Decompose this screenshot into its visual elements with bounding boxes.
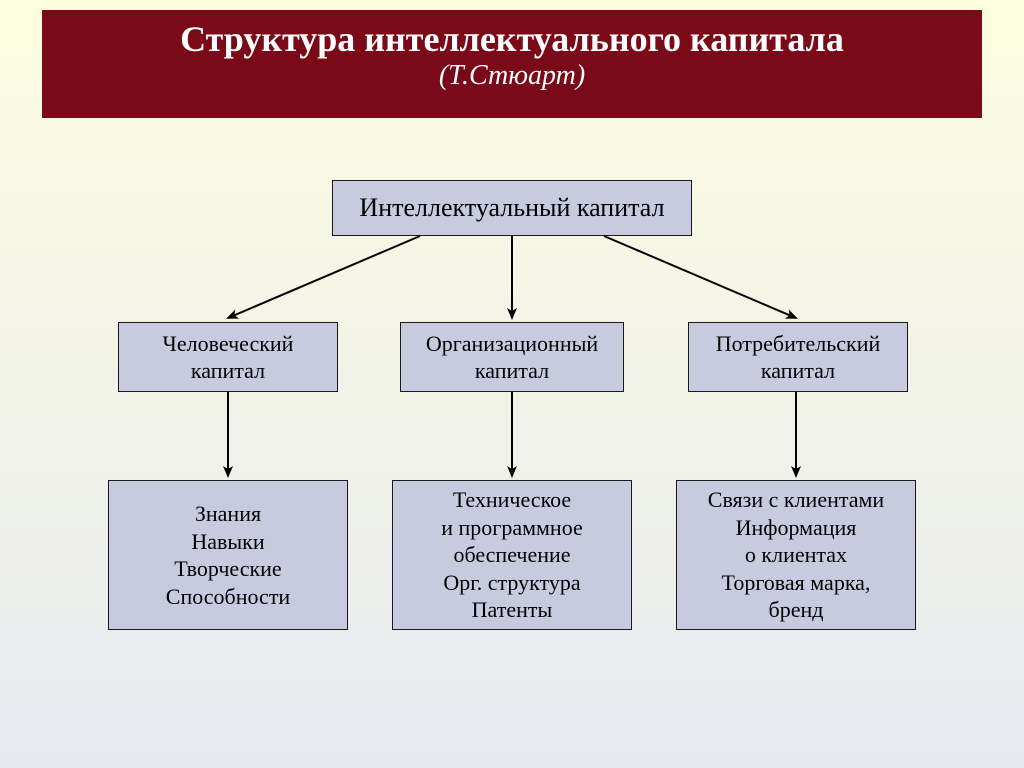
node-text-line: Человеческий [163,330,294,358]
node-text-line: Связи с клиентами [708,486,884,514]
node-text-line: Патенты [472,596,553,624]
node-text-line: Информация [736,514,857,542]
arrow [228,236,420,318]
node-text-line: капитал [191,357,265,385]
node-text-line: Потребительский [716,330,881,358]
node-text-line: и программное [441,514,583,542]
node-text-line: Торговая марка, [722,569,871,597]
slide-header: Структура интеллектуального капитала (Т.… [42,10,982,118]
node-text-line: Организационный [426,330,598,358]
slide-canvas: Структура интеллектуального капитала (Т.… [0,0,1024,768]
node-text-line: бренд [769,596,824,624]
node-consumer: Потребительскийкапитал [688,322,908,392]
node-human: Человеческийкапитал [118,322,338,392]
node-text-line: Знания [195,500,261,528]
node-text-line: Навыки [191,528,264,556]
node-org-detail: Техническоеи программноеобеспечениеОрг. … [392,480,632,630]
slide-subtitle: (Т.Стюарт) [42,60,982,92]
node-root: Интеллектуальный капитал [332,180,692,236]
node-text-line: Техническое [453,486,571,514]
node-text-line: Способности [166,583,290,611]
node-text-line: Творческие [174,555,281,583]
node-org: Организационныйкапитал [400,322,624,392]
node-text-line: Интеллектуальный капитал [359,192,664,225]
node-text-line: капитал [761,357,835,385]
arrow [604,236,796,318]
node-text-line: о клиентах [745,541,847,569]
slide-title: Структура интеллектуального капитала [42,18,982,60]
node-consumer-detail: Связи с клиентамиИнформацияо клиентахТор… [676,480,916,630]
node-text-line: Орг. структура [443,569,580,597]
node-human-detail: ЗнанияНавыкиТворческиеСпособности [108,480,348,630]
node-text-line: обеспечение [453,541,570,569]
node-text-line: капитал [475,357,549,385]
